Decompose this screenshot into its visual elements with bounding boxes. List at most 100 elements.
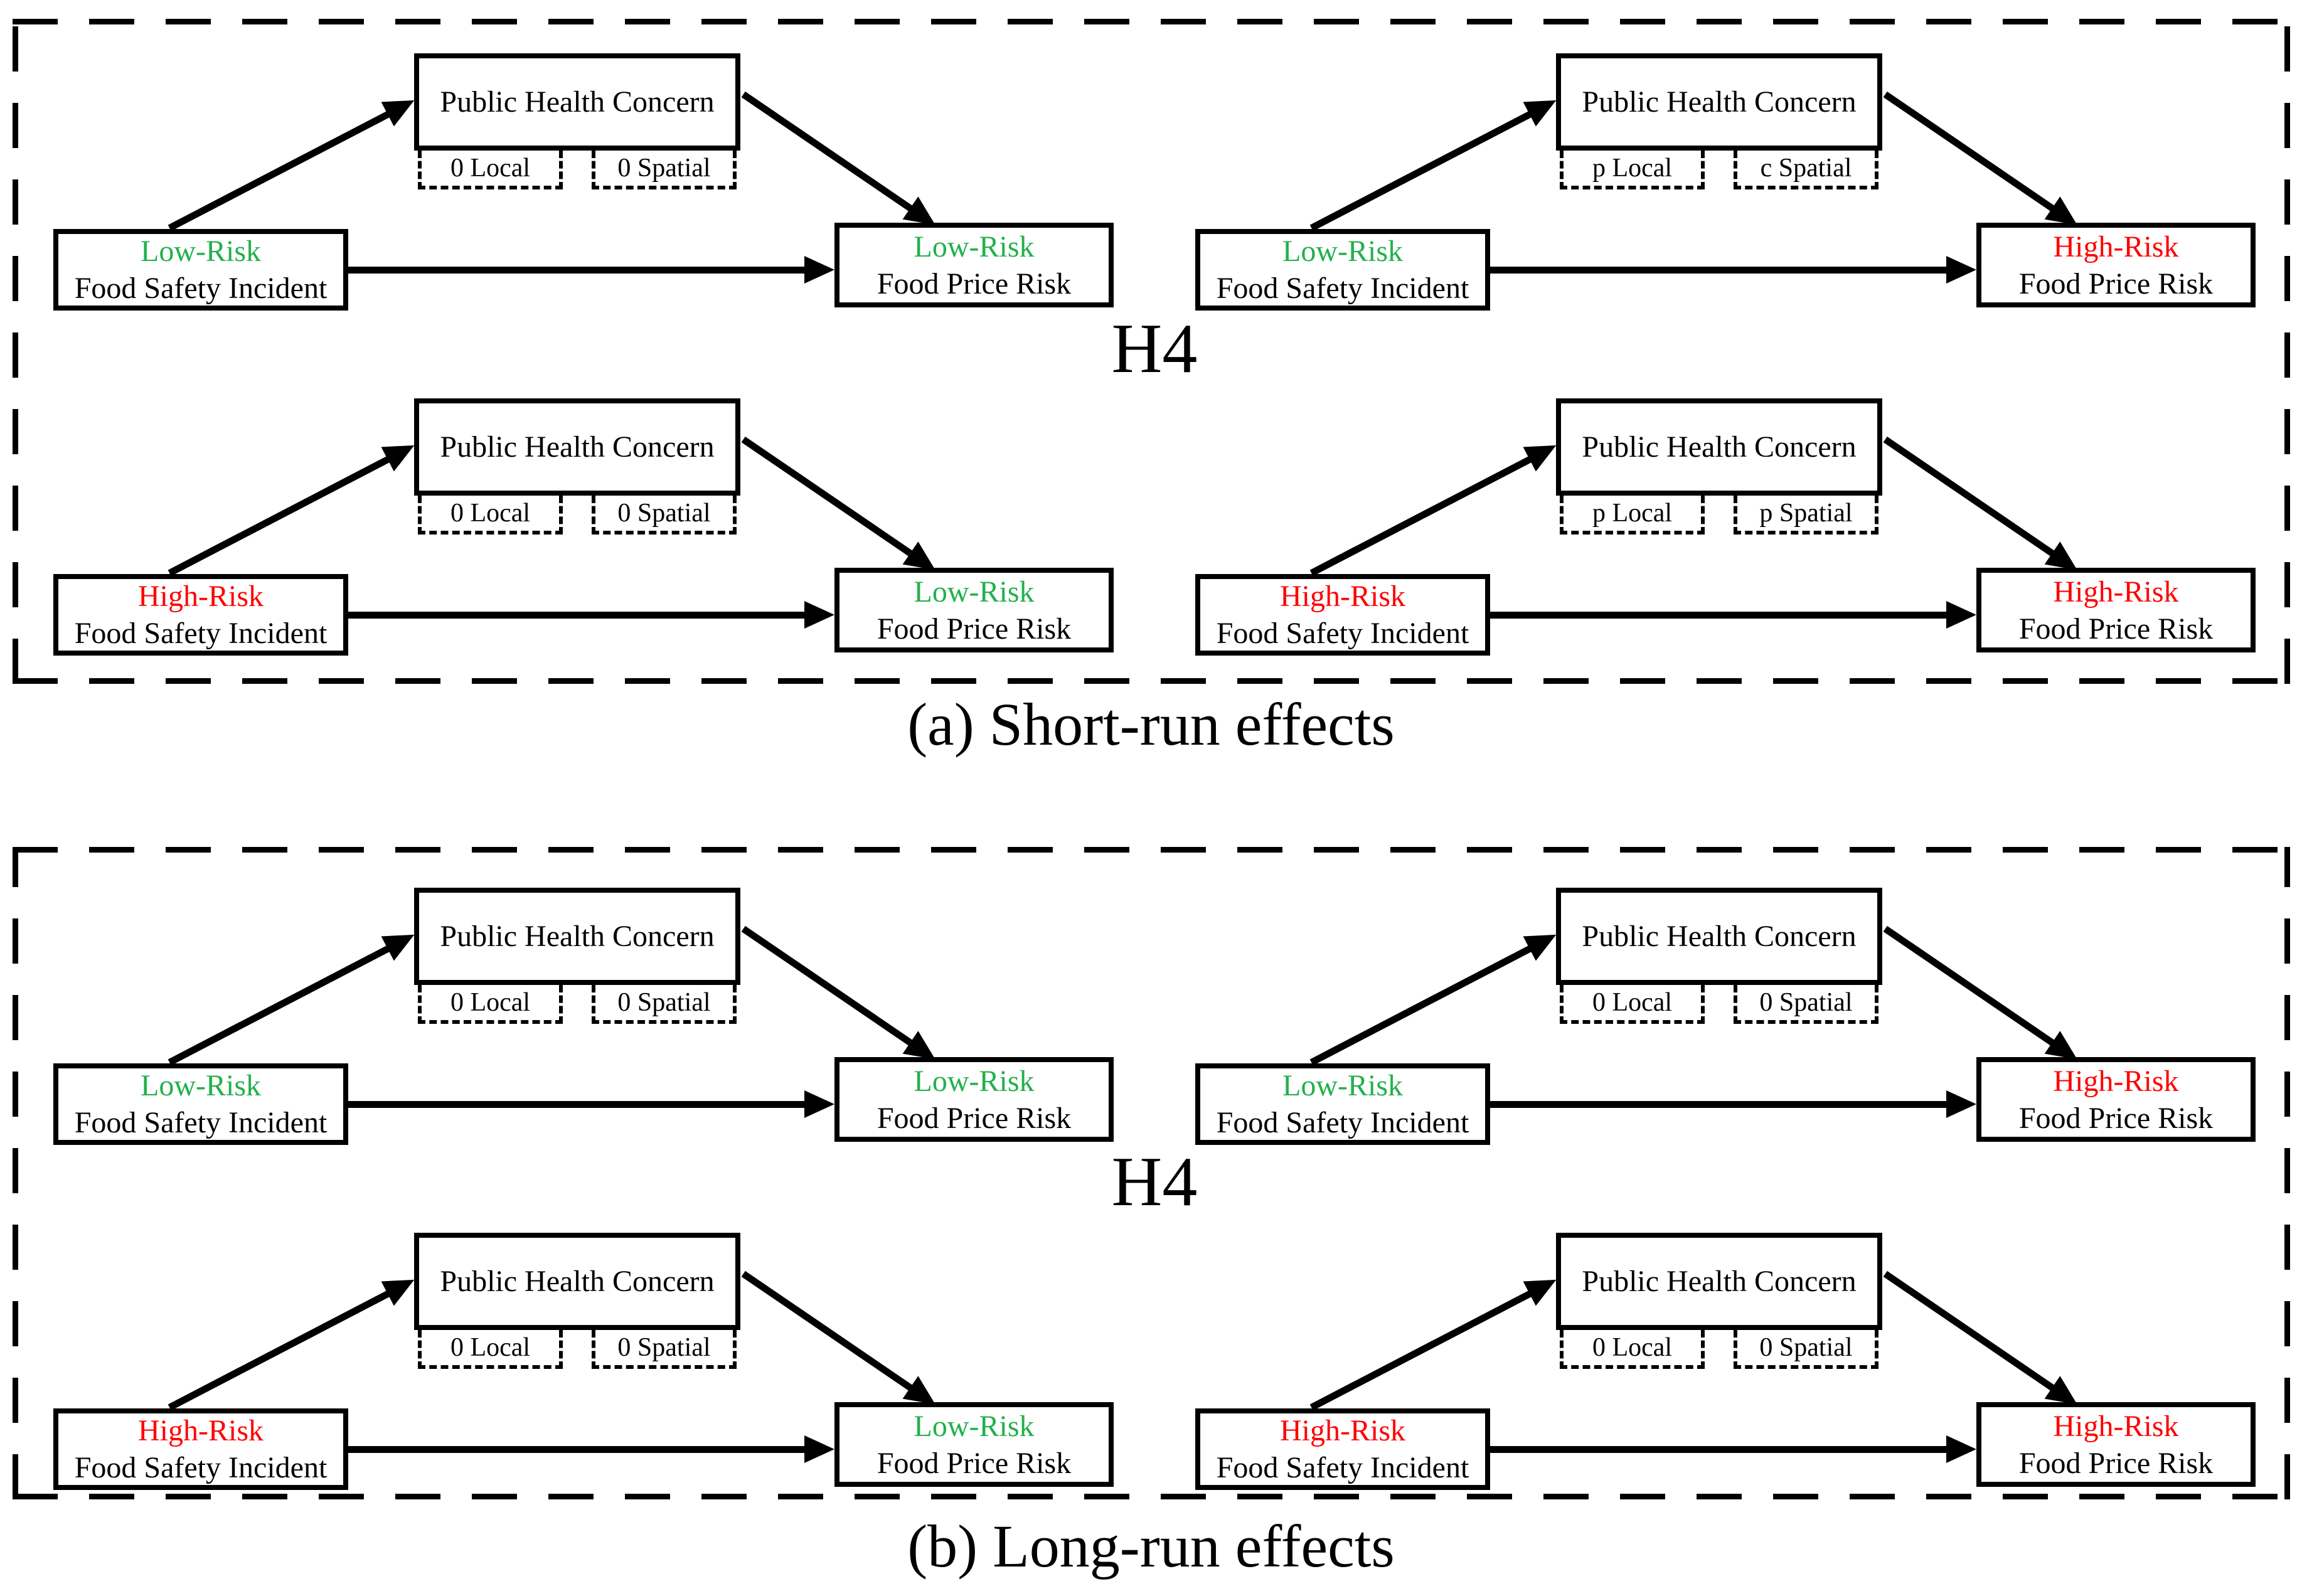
mediator-label: Public Health Concern [1582,920,1857,953]
mediation-diagram-a-high-low: Public Health Concern 0 Local 0 Spatial … [53,398,1114,656]
arrow-head [1946,1090,1976,1118]
panel-short-run-frame [13,19,2290,684]
arrow-incident-to-mediator [168,433,421,576]
spatial-effect-box: 0 Spatial [592,496,737,535]
panel-caption-a: (a) Short-run effects [907,691,1395,758]
mediation-diagram-b-high-low: Public Health Concern 0 Local 0 Spatial … [53,1233,1114,1490]
mediator-box: Public Health Concern [1556,1233,1882,1330]
local-effect-label: p Local [1592,499,1673,528]
effect-subboxes: 0 Local 0 Spatial [414,496,740,535]
arrow-shaft [1490,611,1949,619]
price-label: Food Price Risk [2018,1101,2214,1135]
arrow-incident-to-mediator [1309,1267,1563,1410]
arrow-head [1946,601,1976,629]
arrow-shaft [1309,455,1533,576]
arrow-incident-to-mediator [1309,922,1563,1065]
incident-label: Food Safety Incident [1216,1451,1469,1484]
arrow-mediator-to-price [741,1270,944,1416]
arrow-shaft [168,455,392,576]
arrow-shaft [348,611,807,619]
hypothesis-label-a: H4 [1111,310,1198,388]
incident-box: Low-Risk Food Safety Incident [53,229,348,311]
mediator-box: Public Health Concern [1556,53,1882,151]
incident-label: Food Safety Incident [74,617,328,650]
mediation-diagram-a-low-low: Public Health Concern 0 Local 0 Spatial … [53,53,1114,311]
local-effect-label: 0 Local [1592,988,1673,1017]
arrow-mediator-to-price [741,436,944,582]
arrow-mediator-to-price [1883,1270,2086,1416]
arrow-mediator-to-price [1883,925,2086,1071]
arrow-shaft [1883,436,2057,558]
effect-subboxes: 0 Local 0 Spatial [414,1330,740,1369]
effect-subboxes: 0 Local 0 Spatial [414,985,740,1024]
effect-subboxes: 0 Local 0 Spatial [1556,1330,1882,1369]
arrow-shaft [1490,266,1949,274]
arrow-shaft [1309,1289,1533,1410]
arrow-head [804,601,834,629]
incident-box: Low-Risk Food Safety Incident [1195,229,1490,311]
arrow-shaft [348,1100,807,1108]
price-risk-label: High-Risk [2053,575,2179,609]
panel-caption-b: (b) Long-run effects [907,1513,1395,1580]
incident-risk-label: High-Risk [1279,580,1405,613]
mediator-label: Public Health Concern [1582,85,1857,119]
mediator-label: Public Health Concern [1582,430,1857,464]
incident-label: Food Safety Incident [74,1106,328,1139]
price-label: Food Price Risk [877,1101,1072,1135]
arrow-shaft [741,1270,915,1392]
arrow-incident-to-mediator [1309,433,1563,576]
price-label: Food Price Risk [2018,1446,2214,1480]
mediator-box: Public Health Concern [414,53,740,151]
price-risk-label: Low-Risk [914,1409,1035,1443]
spatial-effect-label: 0 Spatial [617,499,711,528]
local-effect-label: p Local [1592,154,1673,183]
mediator-box: Public Health Concern [1556,398,1882,496]
incident-risk-label: Low-Risk [141,1069,261,1102]
spatial-effect-box: p Spatial [1734,496,1878,535]
hypothesis-label-b: H4 [1111,1143,1198,1221]
mediation-diagram-a-low-high: Public Health Concern p Local c Spatial … [1195,53,2256,311]
price-box: High-Risk Food Price Risk [1976,568,2256,652]
spatial-effect-label: p Spatial [1759,499,1853,528]
price-label: Food Price Risk [877,612,1072,646]
mediator-box: Public Health Concern [414,888,740,985]
spatial-effect-box: 0 Spatial [592,1330,737,1369]
arrow-shaft [168,944,392,1065]
arrow-shaft [1883,1270,2057,1392]
arrow-shaft [1309,110,1533,231]
incident-label: Food Safety Incident [1216,1106,1469,1139]
incident-box: Low-Risk Food Safety Incident [1195,1063,1490,1145]
price-box: High-Risk Food Price Risk [1976,1402,2256,1487]
local-effect-label: 0 Local [450,988,531,1017]
spatial-effect-label: 0 Spatial [617,154,711,183]
arrow-shaft [741,925,915,1047]
arrow-shaft [1490,1100,1949,1108]
price-risk-label: High-Risk [2053,230,2179,263]
effect-subboxes: 0 Local 0 Spatial [1556,985,1882,1024]
local-effect-label: 0 Local [450,499,531,528]
local-effect-box: 0 Local [1560,1330,1705,1369]
effect-subboxes: p Local c Spatial [1556,151,1882,189]
arrow-shaft [1309,944,1533,1065]
arrow-head [1946,1435,1976,1463]
arrow-mediator-to-price [741,925,944,1071]
arrow-shaft [741,91,915,213]
mediator-box: Public Health Concern [414,398,740,496]
mediation-diagram-a-high-high: Public Health Concern p Local p Spatial … [1195,398,2256,656]
local-effect-box: 0 Local [418,496,563,535]
arrow-shaft [741,436,915,558]
price-risk-label: Low-Risk [914,230,1035,263]
price-risk-label: High-Risk [2053,1409,2179,1443]
spatial-effect-box: 0 Spatial [592,985,737,1024]
incident-box: Low-Risk Food Safety Incident [53,1063,348,1145]
price-label: Food Price Risk [877,267,1072,301]
mediation-diagram-b-low-high: Public Health Concern 0 Local 0 Spatial … [1195,888,2256,1145]
spatial-effect-label: 0 Spatial [617,1333,711,1362]
spatial-effect-label: 0 Spatial [1759,1333,1853,1362]
arrow-mediator-to-price [1883,91,2086,237]
arrow-head [804,1435,834,1463]
incident-label: Food Safety Incident [1216,617,1469,650]
price-box: Low-Risk Food Price Risk [834,568,1114,652]
price-box: High-Risk Food Price Risk [1976,1057,2256,1142]
